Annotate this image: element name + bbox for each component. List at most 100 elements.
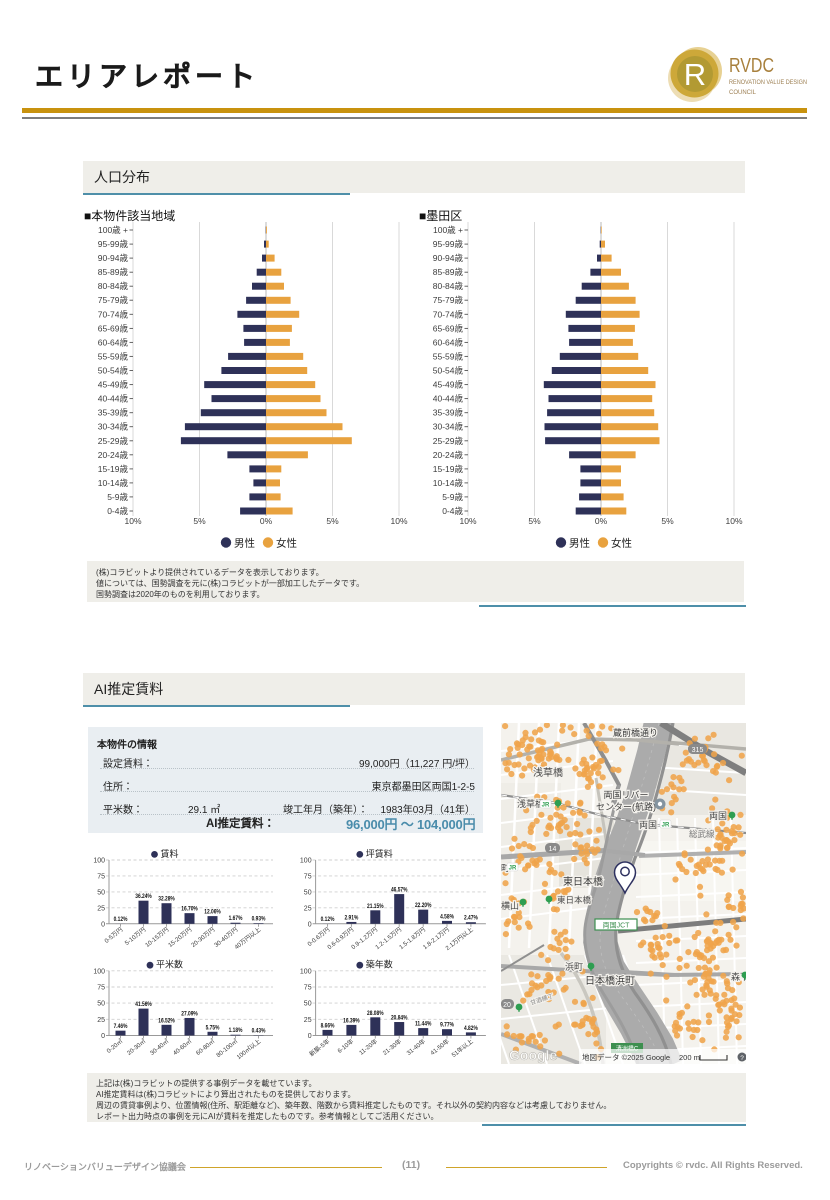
svg-text:4.58%: 4.58% [440,913,454,920]
svg-text:22.20%: 22.20% [415,902,432,909]
svg-text:14: 14 [549,846,557,853]
svg-text:41.56%: 41.56% [135,1001,152,1008]
svg-text:0.93%: 0.93% [252,916,266,923]
svg-text:75-79歳: 75-79歳 [98,295,129,305]
svg-text:15-19歳: 15-19歳 [98,464,129,474]
svg-text:85-89歳: 85-89歳 [433,267,464,277]
svg-text:JR: JR [662,822,670,828]
svg-text:0%: 0% [595,516,608,526]
svg-text:20-24歳: 20-24歳 [98,450,129,460]
svg-text:0.43%: 0.43% [252,1028,266,1035]
svg-text:21-30年: 21-30年 [381,1037,403,1057]
svg-text:0-20㎡: 0-20㎡ [105,1037,124,1055]
svg-text:65-69歳: 65-69歳 [433,323,464,333]
svg-text:100: 100 [93,858,105,865]
svg-text:浅草橋: 浅草橋 [517,798,544,809]
svg-text:新築-5年: 新築-5年 [308,1037,332,1058]
svg-text:90-94歳: 90-94歳 [433,253,464,263]
svg-text:75-79歳: 75-79歳 [433,295,464,305]
svg-text:100: 100 [300,858,312,865]
svg-text:50: 50 [97,889,105,896]
svg-text:15-19歳: 15-19歳 [433,464,464,474]
svg-text:0: 0 [101,1033,105,1040]
svg-text:0%: 0% [260,516,273,526]
svg-text:20-30㎡: 20-30㎡ [125,1037,147,1057]
svg-text:1.18%: 1.18% [229,1027,243,1034]
svg-text:60-64歳: 60-64歳 [98,337,129,347]
svg-text:Google: Google [509,1047,557,1063]
svg-text:6-10年: 6-10年 [336,1037,355,1055]
svg-text:75: 75 [97,873,105,880]
svg-text:15-20万円: 15-20万円 [167,926,193,949]
svg-text:森下: 森下 [731,971,746,982]
svg-text:32.28%: 32.28% [158,896,175,903]
svg-text:10%: 10% [725,516,742,526]
svg-text:75: 75 [304,873,312,880]
svg-text:女性: 女性 [611,537,632,550]
svg-text:31-40年: 31-40年 [405,1037,427,1057]
svg-text:200 m: 200 m [679,1053,700,1062]
svg-text:0-4歳: 0-4歳 [442,506,463,516]
svg-text:5%: 5% [661,516,674,526]
svg-text:センター(航路): センター(航路) [596,801,656,812]
svg-text:50: 50 [97,1001,105,1008]
svg-text:0: 0 [101,921,105,928]
svg-text:4.82%: 4.82% [464,1025,478,1032]
svg-text:5%: 5% [326,516,339,526]
svg-text:COUNCIL: COUNCIL [729,89,756,96]
svg-text:30-34歳: 30-34歳 [98,422,129,432]
svg-text:55-59歳: 55-59歳 [433,351,464,361]
svg-text:0: 0 [308,921,312,928]
svg-text:95-99歳: 95-99歳 [98,239,129,249]
svg-text:50: 50 [304,889,312,896]
svg-text:46.57%: 46.57% [391,887,408,894]
svg-text:5.75%: 5.75% [206,1024,220,1031]
svg-text:75: 75 [97,985,105,992]
svg-text:20-30万円: 20-30万円 [190,926,216,949]
svg-text:東日本橋: 東日本橋 [563,875,603,888]
svg-text:5%: 5% [193,516,206,526]
svg-text:41-50年: 41-50年 [429,1037,451,1057]
svg-text:25: 25 [97,1017,105,1024]
svg-text:女性: 女性 [276,537,297,550]
svg-text:総武線: 総武線 [689,829,715,839]
svg-text:100歳 +: 100歳 + [433,225,463,235]
svg-text:?: ? [740,1055,744,1062]
svg-text:1.67%: 1.67% [229,915,243,922]
svg-text:日本橋浜町: 日本橋浜町 [585,974,635,987]
svg-text:JR: JR [509,865,517,871]
svg-text:55-59歳: 55-59歳 [98,351,129,361]
svg-text:築年数: 築年数 [366,959,393,970]
svg-text:平米数: 平米数 [156,959,183,970]
svg-text:100歳 +: 100歳 + [98,225,128,235]
svg-text:100: 100 [93,968,105,975]
svg-text:RVDC: RVDC [729,55,774,77]
svg-text:20-24歳: 20-24歳 [433,450,464,460]
svg-text:清洲橋C: 清洲橋C [616,1045,639,1053]
svg-text:R: R [684,57,706,92]
svg-text:町: 町 [501,863,510,873]
svg-text:27.09%: 27.09% [181,1011,198,1018]
svg-text:2.91%: 2.91% [345,914,359,921]
svg-text:20.84%: 20.84% [391,1015,408,1022]
svg-text:0-4歳: 0-4歳 [107,506,128,516]
svg-text:浜町: 浜町 [565,962,583,972]
svg-text:蔵前橋通り: 蔵前橋通り [613,727,658,738]
svg-text:30-40㎡: 30-40㎡ [148,1037,170,1057]
svg-text:両国リバー: 両国リバー [603,790,648,800]
svg-text:2.47%: 2.47% [464,915,478,922]
svg-text:85-89歳: 85-89歳 [98,267,129,277]
svg-text:51年以上: 51年以上 [450,1037,475,1059]
svg-text:60-80㎡: 60-80㎡ [194,1037,216,1057]
svg-text:0: 0 [308,1033,312,1040]
svg-text:40-44歳: 40-44歳 [98,394,129,404]
svg-text:7.46%: 7.46% [114,1023,128,1030]
svg-text:25-29歳: 25-29歳 [433,436,464,446]
svg-text:坪賃料: 坪賃料 [366,848,393,859]
svg-text:10%: 10% [124,516,141,526]
svg-text:40-44歳: 40-44歳 [433,394,464,404]
svg-text:45-49歳: 45-49歳 [433,380,464,390]
svg-text:8.66%: 8.66% [321,1022,335,1029]
svg-text:5-9歳: 5-9歳 [107,492,128,502]
svg-text:60-64歳: 60-64歳 [433,337,464,347]
